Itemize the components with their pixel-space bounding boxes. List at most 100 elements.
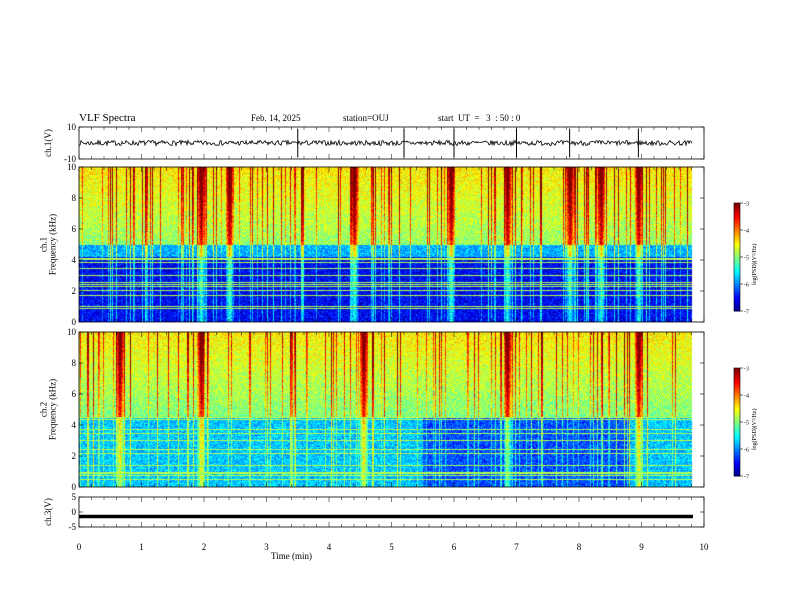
y-tick-label: 8 [72,358,77,368]
colorbar-cell [734,253,740,256]
colorbar-cell [734,271,740,274]
colorbar-cell [734,371,740,374]
colorbar-cell [734,215,740,218]
colorbar-cell [734,287,740,290]
colorbar-cell [734,291,740,294]
colorbar-cell [734,461,740,464]
colorbar-cell [734,230,740,233]
colorbar-cell [734,411,740,414]
y-axis-label: ch.2 [39,402,49,417]
colorbar-cell [734,440,740,443]
colorbar-cell [734,387,740,391]
colorbar-cell [734,294,740,298]
colorbar-cell [734,445,740,448]
colorbar-cell [734,467,740,470]
colorbar-cell [734,368,740,371]
colorbar-cell [734,474,740,477]
colorbar-cell [734,449,740,452]
ch1-waveform-line [78,138,693,148]
x-tick-label: 5 [389,542,394,552]
colorbar-cell [734,434,740,437]
y-tick-label: 4 [72,255,77,265]
y-tick-label: 10 [67,122,77,132]
colorbar-cell [734,282,740,285]
colorbar-cell [734,454,740,457]
colorbar-cell [734,396,740,400]
colorbar-tick-label: -5 [744,256,749,262]
x-tick-label: 4 [327,542,332,552]
colorbar-cell [734,463,740,466]
colorbar-cell [734,305,740,308]
y-axis-label: ch.1 [39,237,49,252]
colorbar-cell [734,212,740,215]
colorbar-cell [734,416,740,419]
colorbar-cell [734,249,740,253]
colorbar-cell [734,373,740,376]
colorbar-tick-label: -3 [744,202,749,208]
colorbar-cell [734,382,740,385]
colorbar-cell [734,237,740,240]
station-label: station=OUJ [343,113,389,123]
colorbar-cell [734,213,740,217]
colorbar-cell [734,407,740,410]
y-tick-label: 10 [67,327,77,337]
x-tick-label: 1 [139,542,144,552]
colorbar-cell [734,375,740,378]
colorbar-cell [734,432,740,436]
colorbar-cell [734,409,740,412]
date-label: Feb. 14, 2025 [251,113,301,123]
colorbar-cell [734,204,740,208]
x-tick-label: 9 [639,542,644,552]
colorbar-cell [734,378,740,382]
colorbar-cell [734,307,740,310]
colorbar-cell [734,273,740,276]
colorbar-cell [734,377,740,380]
colorbar-cell [734,267,740,271]
colorbar-cell [734,452,740,455]
colorbar-cell [734,402,740,405]
colorbar-cell [734,470,740,473]
colorbar-cell [734,413,740,416]
colorbar-cell [734,210,740,213]
colorbar-cell [734,219,740,222]
y-axis-label: ch.1(V) [43,129,53,157]
colorbar-cell [734,398,740,401]
colorbar-cell [734,275,740,278]
colorbar-cell [734,441,740,445]
colorbar-cell [734,266,740,269]
colorbar-cell [734,431,740,434]
colorbar-cell [734,240,740,244]
colorbar-tick-label: -5 [744,421,749,427]
x-tick-label: 2 [202,542,207,552]
colorbar-cell [734,450,740,454]
x-tick-label: 3 [264,542,269,552]
colorbar-cell [734,289,740,292]
colorbar-tick-label: -3 [744,367,749,373]
colorbar-cell [734,296,740,299]
colorbar-cell [734,405,740,409]
y-axis-label: Frequency (kHz) [48,214,58,275]
colorbar-cell [734,224,740,227]
colorbar-cell [734,246,740,249]
colorbar-cell [734,221,740,224]
y-tick-label: 2 [72,451,77,461]
colorbar-cell [734,302,740,305]
colorbar-cell [734,206,740,209]
x-tick-label: 6 [452,542,457,552]
colorbar-cell [734,425,740,428]
y-axis-label: Frequency (kHz) [48,379,58,440]
x-tick-label: 10 [700,542,710,552]
colorbar-cell [734,404,740,407]
colorbar-cell [734,222,740,226]
colorbar-cell [734,258,740,262]
x-tick-label: 8 [577,542,582,552]
colorbar-cell [734,239,740,242]
colorbar-cell [734,420,740,423]
colorbar-cell [734,298,740,301]
colorbar-cell [734,459,740,463]
colorbar-cell [734,235,740,238]
colorbar-cell [734,438,740,441]
colorbar-cell [734,244,740,247]
y-tick-label: 0 [72,507,77,517]
colorbar-cell [734,386,740,389]
